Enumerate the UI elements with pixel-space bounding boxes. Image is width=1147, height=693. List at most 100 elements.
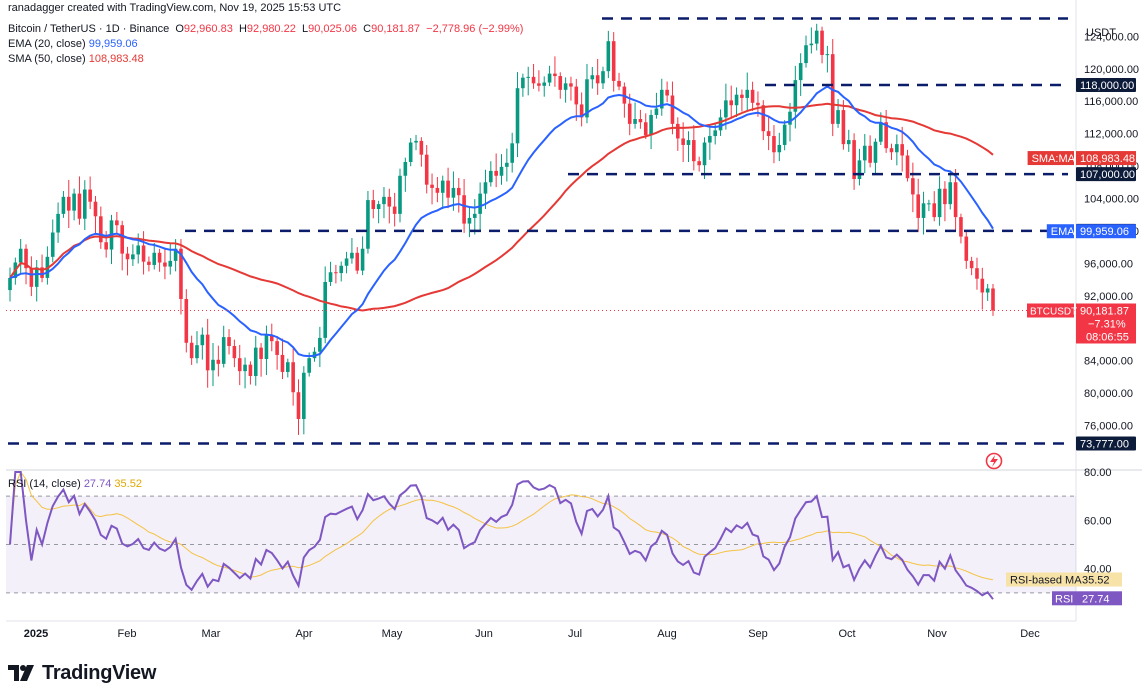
candle-body — [793, 80, 798, 112]
candle-body — [937, 188, 942, 218]
time-tick-label: Dec — [1020, 628, 1040, 640]
currency-label: USDT — [1086, 27, 1116, 39]
candle-body — [633, 119, 637, 124]
candle-body — [430, 184, 434, 188]
candle-body — [579, 104, 584, 118]
candle-body — [681, 138, 685, 145]
candle-body — [360, 248, 365, 271]
candle-body — [654, 108, 659, 115]
lightning-icon[interactable] — [985, 452, 1003, 470]
candle-body — [8, 277, 12, 291]
candle-body — [216, 359, 221, 364]
candle-body — [66, 196, 71, 211]
candle-body — [563, 83, 568, 90]
candle-body — [88, 189, 92, 202]
candle-body — [40, 267, 44, 278]
candle-body — [820, 30, 824, 55]
candle-body — [745, 89, 750, 98]
candle-body — [398, 175, 402, 214]
candle-body — [697, 161, 701, 166]
candle-body — [868, 145, 872, 163]
time-tick-label: Oct — [838, 628, 855, 640]
candle-body — [750, 89, 755, 103]
candle-body — [120, 225, 124, 254]
candle-body — [547, 73, 552, 83]
rsi-line — [9, 471, 994, 600]
sma-50-line — [9, 102, 994, 312]
time-tick-label: May — [382, 628, 403, 640]
price-badge-countdown: 08:06:55 — [1086, 331, 1129, 343]
candle-body — [392, 206, 397, 214]
candle-body — [259, 347, 263, 359]
candle-body — [131, 254, 135, 260]
sma-legend[interactable]: SMA (50, close) 108,983.48 — [8, 53, 144, 65]
candle-body — [921, 203, 926, 218]
ema-value-badge — [1076, 224, 1136, 239]
rsi-value-badge — [1076, 591, 1122, 606]
candle-body — [889, 148, 894, 153]
candle-body — [959, 217, 963, 237]
ohlc-header: Bitcoin / TetherUS · 1D · Binance O92,96… — [8, 23, 524, 35]
ema-legend[interactable]: EMA (20, close) 99,959.06 — [8, 38, 138, 50]
level-badge-label: 107,000.00 — [1080, 169, 1135, 181]
candle-body — [280, 354, 285, 372]
candle-body — [211, 359, 215, 371]
time-tick-label: 2025 — [24, 628, 48, 640]
sma-badge-tag: SMA:MA — [1032, 153, 1076, 165]
candle-body — [975, 268, 979, 279]
candle-body — [286, 362, 290, 372]
candle-body — [179, 248, 183, 299]
candle-body — [168, 260, 173, 267]
candle-body — [435, 187, 440, 193]
candle-body — [659, 89, 664, 109]
candle-body — [376, 204, 381, 210]
candle-body — [927, 203, 931, 205]
candle-body — [253, 347, 258, 377]
candle-body — [334, 272, 338, 274]
price-tick-label: 80,000.00 — [1084, 388, 1133, 400]
symbol-tag-badge — [1027, 303, 1074, 318]
candle-body — [339, 265, 344, 274]
candle-body — [852, 140, 856, 180]
candle-body — [344, 258, 349, 266]
candle-body — [756, 102, 760, 106]
candle-body — [569, 83, 573, 87]
tradingview-logo[interactable]: TradingView — [8, 661, 156, 685]
price-tick-label: 84,000.00 — [1084, 356, 1133, 368]
candle-body — [804, 45, 808, 64]
candle-body — [772, 136, 776, 153]
candle-body — [991, 288, 995, 311]
time-tick-label: Sep — [748, 628, 768, 640]
rsi-badge-tag: RSI — [1055, 593, 1073, 605]
candle-body — [61, 196, 66, 214]
candle-body — [440, 180, 445, 193]
candle-body — [862, 145, 867, 161]
candle-body — [643, 122, 648, 136]
price-badge-value: 90,181.87 — [1080, 305, 1129, 317]
price-badge — [1076, 303, 1136, 344]
candle-body — [382, 196, 386, 205]
candle-body — [424, 154, 429, 185]
candle-body — [686, 140, 691, 145]
candle-body — [29, 268, 34, 287]
candle-body — [724, 100, 728, 118]
candle-body — [574, 86, 579, 105]
sma-legend-value: 108,983.48 — [88, 53, 144, 65]
candle-body — [900, 144, 904, 156]
candle-body — [269, 335, 274, 342]
rsi-ma-badge-tag: RSI-based MA — [1010, 574, 1082, 586]
candle-body — [611, 41, 616, 81]
candle-body — [606, 41, 611, 72]
candle-body — [355, 252, 360, 271]
rsi-legend[interactable]: RSI (14, close) 27.74 35.52 — [8, 478, 142, 490]
candle-body — [147, 261, 151, 265]
candle-body — [531, 76, 536, 84]
rsi-tag-badge — [1052, 591, 1076, 606]
candle-body — [601, 71, 605, 84]
candles — [8, 23, 995, 435]
candle-body — [227, 337, 231, 347]
high-value: 92,980.22 — [246, 23, 296, 35]
candle-body — [173, 248, 178, 261]
